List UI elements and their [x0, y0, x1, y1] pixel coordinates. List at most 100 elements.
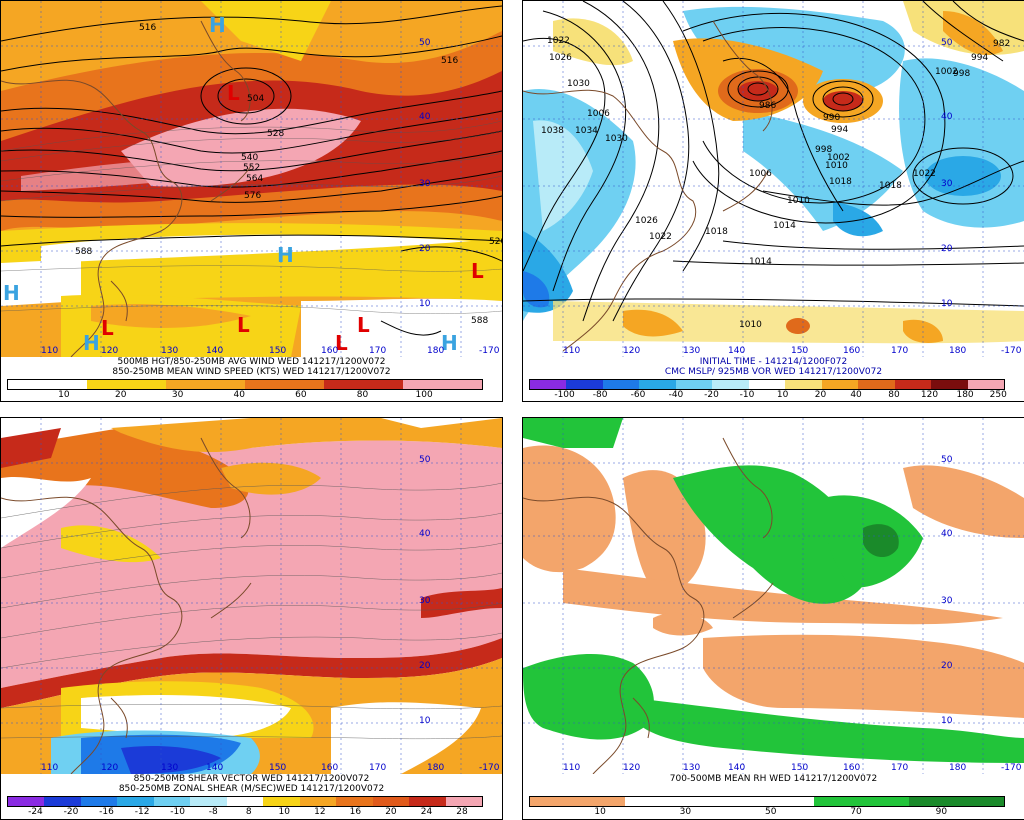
isobar-label: 1018 — [829, 177, 852, 187]
longitude-label: -170 — [479, 346, 500, 356]
latitude-label: 10 — [419, 299, 431, 309]
colorbar-swatch — [675, 380, 713, 389]
isobar-label: 1038 — [541, 126, 564, 136]
latitude-label: 20 — [419, 661, 431, 671]
latitude-label: 50 — [419, 38, 431, 48]
colorbar-label: -10 — [739, 390, 755, 400]
longitude-label: 140 — [728, 763, 746, 773]
colorbar-swatch — [47, 380, 87, 389]
isobar-label: 1026 — [635, 216, 658, 226]
longitude-label: 110 — [563, 346, 581, 356]
colorbar-swatch — [166, 380, 206, 389]
colorbar-label: 60 — [295, 390, 307, 400]
colorbar-swatch — [672, 797, 720, 806]
isobar-label: 1006 — [587, 109, 610, 119]
colorbar-swatch — [372, 797, 410, 806]
colorbar-label: -60 — [630, 390, 646, 400]
contour-label: 520 — [489, 237, 502, 247]
colorbar-label: 80 — [888, 390, 900, 400]
colorbar-swatch — [602, 380, 640, 389]
colorbar-swatch — [245, 380, 285, 389]
isobar-label: 1018 — [705, 227, 728, 237]
colorbar-swatch — [530, 797, 578, 806]
colorbar-swatch — [403, 380, 443, 389]
colorbar-swatch — [442, 380, 482, 389]
longitude-label: 130 — [683, 346, 701, 356]
colorbar-label: -24 — [28, 807, 43, 817]
colorbar-label: 250 — [989, 390, 1007, 400]
contour-label: 516 — [139, 23, 157, 33]
colorbar-label: -100 — [554, 390, 575, 400]
low-pressure-marker: L — [237, 313, 250, 337]
colorbar-swatch — [205, 380, 245, 389]
map-mean-rh — [523, 418, 1024, 819]
isobar-label: 1018 — [879, 181, 902, 191]
colorbar-label: 30 — [679, 807, 692, 817]
latitude-label: 50 — [941, 455, 953, 465]
latitude-label: 50 — [941, 38, 953, 48]
longitude-label: 120 — [623, 763, 641, 773]
colorbar-swatch — [748, 380, 786, 389]
latitude-label: 10 — [941, 299, 953, 309]
colorbar-swatch — [80, 797, 118, 806]
contour-label: 528 — [267, 129, 285, 139]
isobar-label: 990 — [823, 113, 841, 123]
colorbar-label: -20 — [63, 807, 79, 817]
latitude-label: 30 — [419, 179, 431, 189]
isobar-label: 1010 — [825, 161, 848, 171]
longitude-label: 160 — [843, 763, 861, 773]
longitude-label: 130 — [683, 763, 701, 773]
colorbar-labels: -100 -80 -60 -40 -20 -10 10 20 40 80 120… — [529, 390, 1007, 401]
panel-title-line1: INITIAL TIME - 141214/1200F072 — [699, 357, 848, 367]
colorbar-label: 180 — [956, 390, 974, 400]
latitude-label: 10 — [419, 716, 431, 726]
colorbar-label: 8 — [245, 807, 252, 817]
isobar-label: 1026 — [549, 53, 572, 63]
colorbar-swatch — [821, 380, 859, 389]
colorbar-label: 70 — [850, 807, 862, 817]
latitude-label: 40 — [941, 112, 953, 122]
colorbar-label: 100 — [415, 390, 433, 400]
contour-label: 552 — [243, 163, 261, 173]
contour-label: 516 — [441, 56, 459, 66]
isobar-label: 1006 — [749, 169, 772, 179]
colorbar-label: -10 — [170, 807, 185, 817]
high-pressure-marker: H — [441, 331, 458, 355]
colorbar-label: 40 — [850, 390, 862, 400]
isobar-label: 1034 — [575, 126, 598, 136]
isobar-label: 994 — [971, 53, 989, 63]
longitude-label: 150 — [269, 763, 287, 773]
isobar-label: 986 — [759, 101, 777, 111]
isobar-label: 1030 — [605, 134, 628, 144]
colorbar — [529, 796, 1005, 807]
colorbar-swatch — [639, 380, 676, 389]
panel-title-line2: 850-250MB MEAN WIND SPEED (KTS) WED 1412… — [112, 367, 391, 377]
isobar-label: 998 — [815, 145, 833, 155]
contour-label: 588 — [75, 247, 93, 257]
map-500mb-height-wind — [1, 1, 502, 401]
longitude-label: 160 — [321, 763, 339, 773]
colorbar-swatch — [226, 797, 264, 806]
high-pressure-marker: H — [83, 331, 100, 355]
longitude-label: 150 — [791, 763, 809, 773]
colorbar-label: 80 — [356, 390, 369, 400]
longitude-label: 160 — [321, 346, 339, 356]
colorbar-label: 40 — [233, 390, 245, 400]
latitude-label: 20 — [941, 661, 953, 671]
longitude-label: 120 — [101, 346, 119, 356]
colorbar-label: 120 — [920, 390, 939, 400]
colorbar-swatch — [284, 380, 324, 389]
latitude-label: 40 — [941, 529, 953, 539]
map-shear — [1, 418, 502, 819]
colorbar-swatch — [861, 797, 910, 806]
colorbar-label: -16 — [99, 807, 114, 817]
colorbar-swatch — [894, 380, 932, 389]
colorbar-swatch — [263, 797, 300, 806]
panel-title-line1: 500MB HGT/850-250MB AVG WIND WED 141217/… — [117, 357, 386, 367]
colorbar-swatch — [785, 380, 822, 389]
longitude-label: 180 — [427, 763, 445, 773]
longitude-label: 170 — [891, 763, 909, 773]
isobar-label: 1002 — [827, 153, 850, 163]
low-pressure-marker: L — [101, 316, 114, 340]
colorbar-label: 20 — [115, 390, 127, 400]
